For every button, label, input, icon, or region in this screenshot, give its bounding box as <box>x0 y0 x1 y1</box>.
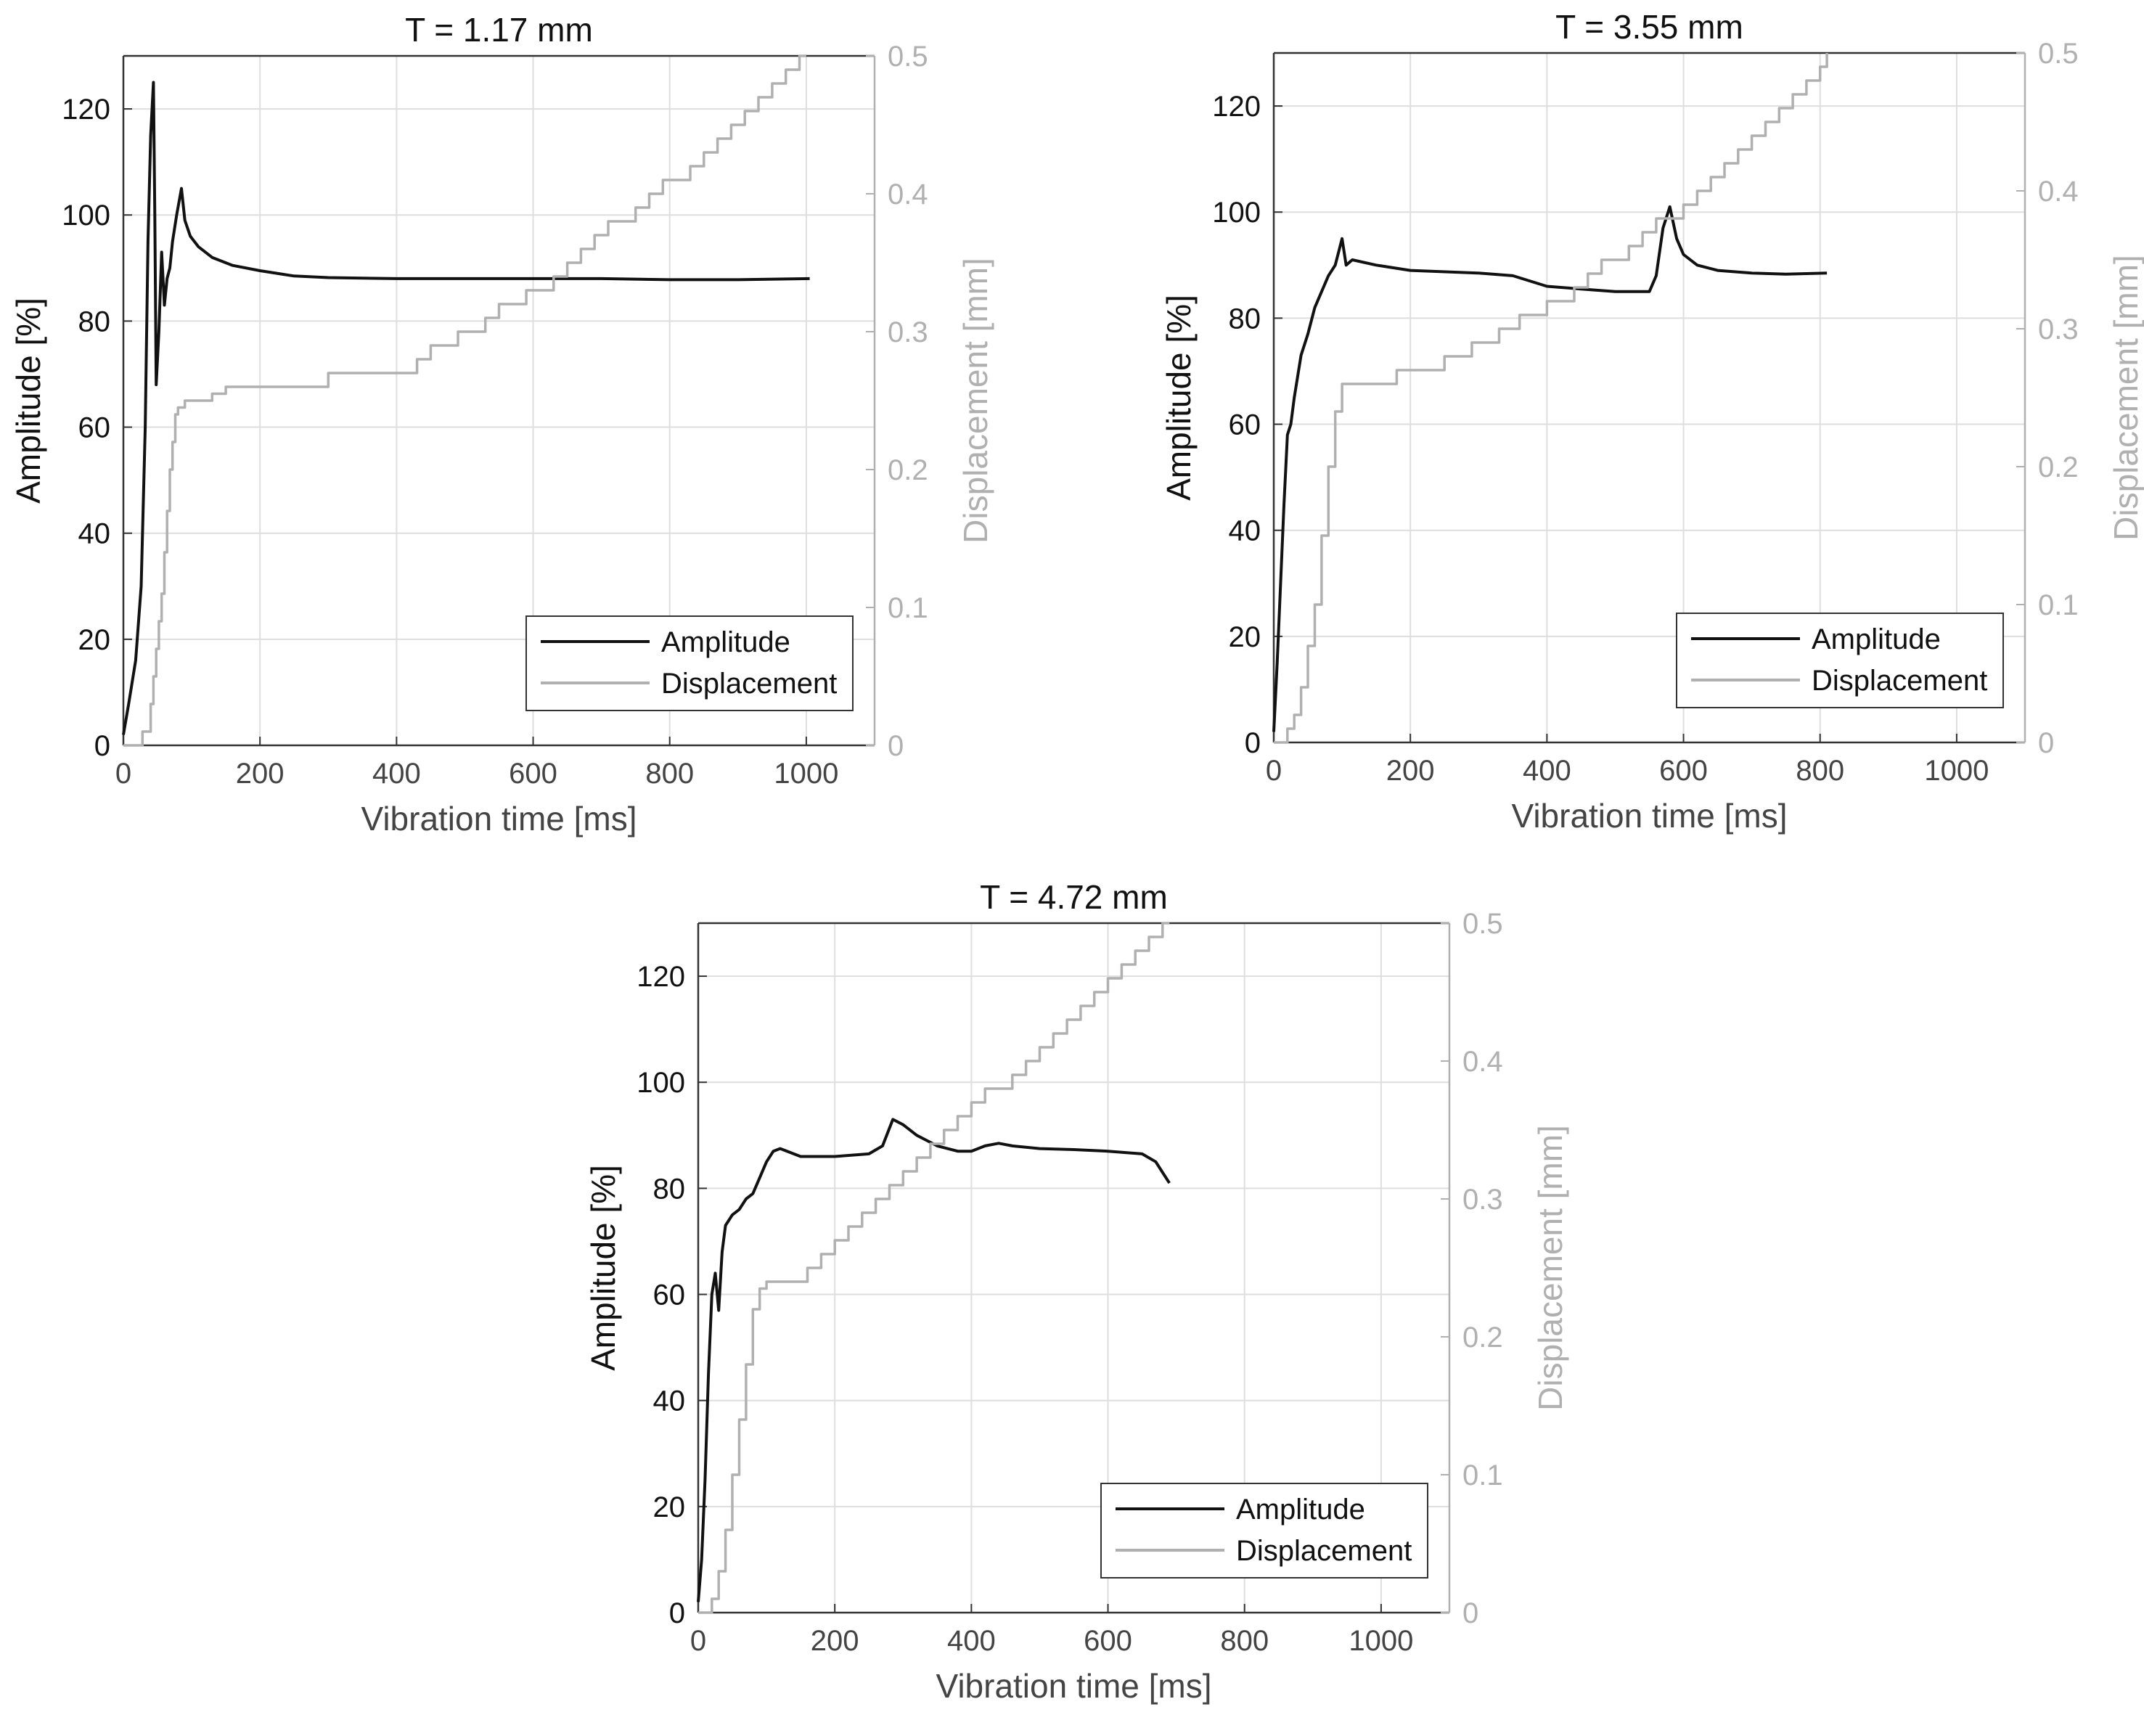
x-tick-label: 200 <box>236 758 285 790</box>
y2-tick-label: 0.5 <box>888 41 928 73</box>
x-tick-label: 800 <box>1796 755 1844 787</box>
y-tick-label: 60 <box>653 1280 686 1311</box>
legend-label-displacement: Displacement <box>1812 665 1987 697</box>
legend-label-amplitude: Amplitude <box>1236 1494 1365 1526</box>
y2-tick-label: 0.4 <box>1462 1046 1503 1078</box>
x-tick-label: 1000 <box>1924 755 1989 787</box>
x-tick-label: 0 <box>1266 755 1282 787</box>
x-tick-label: 1000 <box>774 758 838 790</box>
chart-title: T = 4.72 mm <box>980 878 1168 916</box>
displacement-series-line <box>698 923 1169 1613</box>
y2-tick-label: 0.2 <box>1462 1322 1503 1354</box>
legend: Amplitude Displacement <box>526 616 853 711</box>
y-tick-label: 120 <box>637 961 685 993</box>
y-tick-label: 0 <box>669 1597 685 1629</box>
y2-tick-label: 0 <box>2038 727 2054 759</box>
legend: Amplitude Displacement <box>1101 1483 1428 1578</box>
x-tick-label: 400 <box>372 758 421 790</box>
chart-title: T = 1.17 mm <box>405 11 593 49</box>
y2-tick-label: 0.1 <box>888 592 928 624</box>
y-axis-label: Amplitude [%] <box>584 1165 622 1371</box>
legend-label-displacement: Displacement <box>661 668 837 700</box>
y2-tick-label: 0 <box>1462 1597 1478 1629</box>
x-axis-label: Vibration time [ms] <box>1511 797 1787 835</box>
y-tick-label: 40 <box>78 518 111 550</box>
y-tick-label: 100 <box>62 200 110 232</box>
y-tick-label: 40 <box>653 1385 686 1417</box>
y2-axis-label: Displacement [mm] <box>1531 1125 1569 1411</box>
x-tick-label: 600 <box>509 758 557 790</box>
x-axis-label: Vibration time [ms] <box>361 800 637 838</box>
y-tick-label: 80 <box>78 306 111 337</box>
y2-tick-label: 0.4 <box>2038 176 2079 208</box>
chart-panel-2: 0 200 400 600 800 1000 0 20 40 60 80 100 120 0 0.1 0.2 0… <box>1160 8 2144 835</box>
legend-label-amplitude: Amplitude <box>1812 623 1941 655</box>
y2-axis-label: Displacement [mm] <box>2107 255 2144 541</box>
x-axis-label: Vibration time [ms] <box>936 1667 1211 1705</box>
x-tick-label: 600 <box>1084 1625 1132 1657</box>
chart-title: T = 3.55 mm <box>1555 8 1743 46</box>
y-tick-label: 0 <box>94 730 110 762</box>
y2-tick-label: 0.2 <box>888 454 928 486</box>
y-tick-label: 20 <box>78 624 111 656</box>
y2-tick-label: 0.4 <box>888 179 928 210</box>
y2-tick-label: 0.5 <box>2038 38 2079 70</box>
x-tick-label: 400 <box>1523 755 1571 787</box>
y-tick-label: 100 <box>1212 197 1261 229</box>
x-tick-label: 200 <box>811 1625 859 1657</box>
legend-label-amplitude: Amplitude <box>661 626 790 658</box>
y2-tick-label: 0.5 <box>1462 908 1503 940</box>
legend: Amplitude Displacement <box>1677 613 2003 708</box>
y2-tick-label: 0.3 <box>888 316 928 348</box>
y2-tick-label: 0.1 <box>2038 589 2079 621</box>
x-tick-label: 800 <box>1220 1625 1269 1657</box>
y2-tick-label: 0.1 <box>1462 1459 1503 1491</box>
legend-label-displacement: Displacement <box>1236 1535 1412 1567</box>
x-tick-label: 400 <box>947 1625 996 1657</box>
chart-panel-1: 0 200 400 600 800 1000 0 20 40 60 80 100 120 0 0.1 0.2 0… <box>9 11 994 838</box>
y-tick-label: 20 <box>653 1491 686 1523</box>
x-tick-label: 800 <box>645 758 694 790</box>
y2-tick-label: 0.3 <box>2038 314 2079 345</box>
y-tick-label: 120 <box>62 94 110 126</box>
x-tick-label: 0 <box>115 758 131 790</box>
y-axis-label: Amplitude [%] <box>9 298 47 504</box>
amplitude-series-line <box>698 1119 1169 1602</box>
y-tick-label: 20 <box>1229 621 1261 653</box>
x-tick-label: 1000 <box>1349 1625 1413 1657</box>
y-tick-label: 80 <box>653 1173 686 1205</box>
y-tick-label: 0 <box>1245 727 1261 759</box>
y-tick-label: 120 <box>1212 91 1261 123</box>
y2-axis-label: Displacement [mm] <box>957 258 994 544</box>
x-tick-label: 600 <box>1659 755 1708 787</box>
y2-tick-label: 0 <box>888 730 904 762</box>
x-tick-label: 200 <box>1386 755 1435 787</box>
y-tick-label: 60 <box>78 412 111 444</box>
y-tick-label: 80 <box>1229 303 1261 335</box>
chart-panel-3: 0 200 400 600 800 1000 0 20 40 60 80 100 120 0 0.1 0.2 0… <box>584 878 1569 1705</box>
y-tick-label: 100 <box>637 1067 685 1099</box>
y2-tick-label: 0.3 <box>1462 1184 1503 1216</box>
y-tick-label: 40 <box>1229 515 1261 547</box>
figure-canvas: 0 200 400 600 800 100002040608010012000.10.20… <box>0 0 2144 1736</box>
x-tick-label: 0 <box>690 1625 706 1657</box>
y-tick-label: 60 <box>1229 409 1261 441</box>
y2-tick-label: 0.2 <box>2038 451 2079 483</box>
y-axis-label: Amplitude [%] <box>1160 295 1198 501</box>
